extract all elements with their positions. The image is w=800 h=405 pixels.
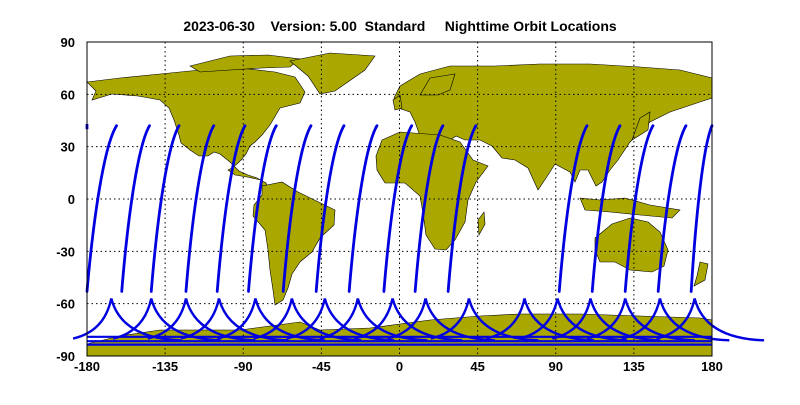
x-tick-label: 90 bbox=[549, 359, 563, 374]
land-scandinavia bbox=[419, 73, 456, 96]
x-tick-label: -45 bbox=[312, 359, 331, 374]
orbit-track bbox=[656, 124, 688, 293]
orbit-track bbox=[413, 124, 445, 293]
orbit-track bbox=[446, 124, 478, 293]
orbit-track bbox=[382, 124, 414, 293]
orbit-south-arc bbox=[424, 298, 496, 342]
orbit-south-arc bbox=[356, 298, 428, 342]
land-madagascar bbox=[477, 211, 486, 237]
y-tick-label: 90 bbox=[61, 35, 75, 50]
map-title: 2023-06-30 Version: 5.00 Standard Nightt… bbox=[183, 18, 617, 34]
orbit-track bbox=[184, 124, 216, 293]
orbit-south-arc bbox=[658, 298, 730, 342]
x-tick-label: 45 bbox=[470, 359, 484, 374]
orbit-south-arc bbox=[556, 298, 627, 342]
land-north-america bbox=[86, 67, 306, 192]
y-tick-label: 60 bbox=[61, 87, 75, 102]
orbit-track bbox=[247, 124, 278, 293]
x-tick-label: -90 bbox=[234, 359, 253, 374]
orbit-tracks bbox=[72, 123, 765, 346]
orbit-south-arc bbox=[217, 298, 289, 342]
x-tick-labels: -180 -135 -90 -45 0 45 90 135 180 bbox=[74, 359, 723, 374]
orbit-track bbox=[623, 124, 655, 293]
x-tick-label: 0 bbox=[396, 359, 403, 374]
land-southeast-asia-islands bbox=[579, 197, 681, 219]
orbit-south-arc bbox=[624, 298, 695, 342]
orbit-south-arc bbox=[150, 298, 221, 342]
orbit-track bbox=[347, 124, 379, 293]
land-australia bbox=[594, 217, 669, 273]
x-tick-label: 135 bbox=[623, 359, 645, 374]
orbit-south-arc bbox=[184, 298, 256, 342]
orbit-south-arc bbox=[72, 298, 113, 340]
orbit-south-arc bbox=[693, 298, 765, 342]
y-tick-label: -30 bbox=[56, 244, 75, 259]
orbit-track bbox=[689, 124, 714, 293]
orbit-south-arc bbox=[523, 298, 594, 342]
orbit-track bbox=[281, 124, 313, 293]
y-tick-label: -60 bbox=[56, 297, 75, 312]
orbit-track bbox=[314, 124, 346, 293]
map-frame bbox=[86, 41, 713, 357]
land-africa bbox=[375, 131, 489, 251]
orbit-track bbox=[85, 124, 118, 293]
orbit-south-arc bbox=[391, 298, 463, 342]
land-arctic-islands bbox=[189, 54, 301, 73]
orbit-track bbox=[590, 124, 622, 293]
orbit-track bbox=[120, 124, 151, 293]
orbit-track bbox=[149, 124, 181, 293]
y-tick-labels: 90 60 30 0 -30 -60 -90 bbox=[56, 35, 75, 364]
land-new-zealand bbox=[693, 261, 709, 287]
orbit-track bbox=[215, 124, 247, 293]
orbit-south-arc bbox=[290, 298, 362, 342]
x-tick-label: -180 bbox=[74, 359, 100, 374]
land-greenland bbox=[289, 52, 376, 95]
y-tick-label: 0 bbox=[68, 192, 75, 207]
orbit-south-arc bbox=[254, 298, 325, 342]
y-tick-label: 30 bbox=[61, 140, 75, 155]
orbit-south-arc bbox=[589, 298, 660, 342]
land-japan bbox=[631, 111, 651, 141]
x-tick-label: 180 bbox=[701, 359, 723, 374]
orbit-south-arc bbox=[467, 298, 539, 342]
orbit-track bbox=[557, 124, 589, 293]
orbit-south-arc bbox=[323, 298, 395, 342]
y-tick-label: -90 bbox=[56, 349, 75, 364]
x-tick-label: -135 bbox=[152, 359, 178, 374]
